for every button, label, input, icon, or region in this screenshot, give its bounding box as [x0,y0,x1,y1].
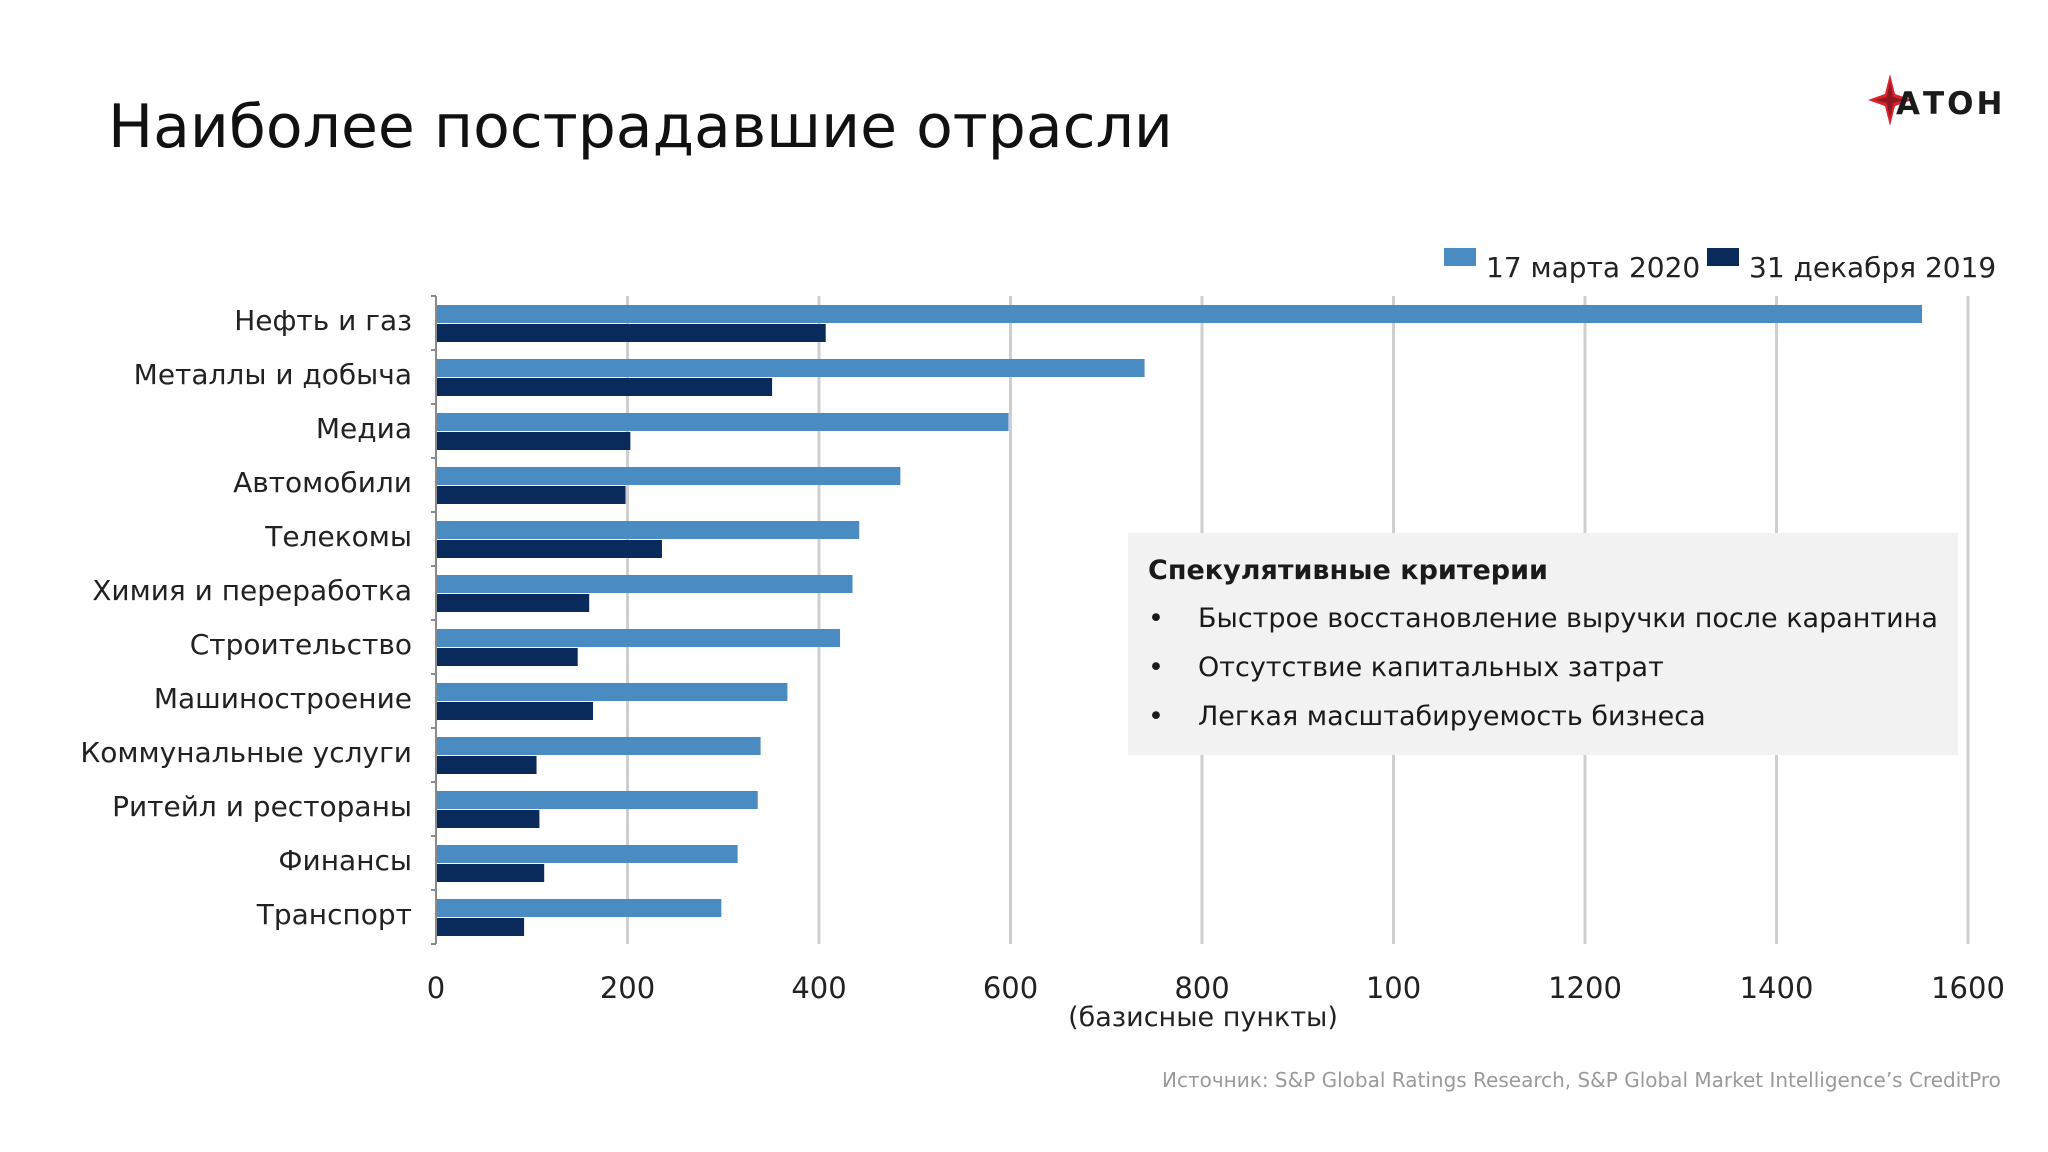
x-tick-label: 200 [600,971,655,1005]
category-label: Строительство [190,628,412,661]
x-tick-label: 800 [1174,971,1229,1005]
criteria-box: Спекулятивные критерии • Быстрое восстано… [1128,533,1958,755]
bar [437,378,773,396]
x-tick-label: 0 [427,971,445,1005]
aton-star-icon [1868,74,1912,126]
criteria-item-text: Отсутствие капитальных затрат [1198,652,1664,683]
bar [437,702,594,720]
bar [437,594,590,612]
bar [437,521,860,539]
x-tick-label: 600 [983,971,1038,1005]
category-label: Машиностроение [154,682,412,715]
bar [437,467,901,485]
bar [437,432,631,450]
category-label: Металлы и добыча [134,358,412,391]
x-tick-label: 400 [791,971,846,1005]
legend-label: 31 декабря 2019 [1749,251,1996,284]
x-axis-label: (базисные пункты) [1068,1002,1338,1033]
x-tick-label: 100 [1366,971,1421,1005]
criteria-item: • Легкая масштабируемость бизнеса [1148,701,1706,732]
page-title: Наиболее пострадавшие отрасли [108,92,1173,162]
bar [437,413,1009,431]
bar [437,756,537,774]
category-label: Финансы [278,844,412,877]
criteria-item-text: Легкая масштабируемость бизнеса [1198,701,1706,732]
bar [437,575,853,593]
bullet: • [1148,652,1164,683]
legend-swatch [1707,248,1739,266]
category-label: Автомобили [233,466,412,499]
criteria-item-text: Быстрое восстановление выручки после кар… [1198,603,1938,634]
bar [437,359,1145,377]
category-label: Транспорт [256,898,412,931]
bullet: • [1148,603,1164,634]
bar [437,899,722,917]
category-label: Нефть и газ [234,304,412,337]
x-tick-label: 1600 [1931,971,2005,1005]
bar [437,791,758,809]
bar [437,486,626,504]
bar [437,648,578,666]
legend-label: 17 марта 2020 [1486,251,1700,284]
bar [437,629,841,647]
category-label: Медиа [316,412,412,445]
bar [437,918,525,936]
criteria-title: Спекулятивные критерии [1148,555,1548,586]
category-label: Ритейл и рестораны [112,790,412,823]
bar [437,683,788,701]
bullet: • [1148,701,1164,732]
bar [437,845,738,863]
category-label: Телекомы [264,520,412,553]
legend-swatch [1444,248,1476,266]
x-tick-label: 1400 [1740,971,1814,1005]
bar [437,540,662,558]
bar [437,810,540,828]
category-label: Коммунальные услуги [80,736,412,769]
logo-text: АТОН [1896,86,2006,122]
source-note: Источник: S&P Global Ratings Research, S… [1162,1068,2001,1092]
category-label: Химия и переработка [92,574,412,607]
bar [437,864,545,882]
bar-chart: 0 200 400 600 800 100 1200 1400 1600 Нефть и газ М… [80,248,2005,1033]
bar [437,737,761,755]
x-tick-label: 1200 [1548,971,1622,1005]
criteria-item: • Отсутствие капитальных затрат [1148,652,1664,683]
bar [437,305,1923,323]
bar [437,324,826,342]
criteria-item: • Быстрое восстановление выручки после ка… [1148,603,1938,634]
